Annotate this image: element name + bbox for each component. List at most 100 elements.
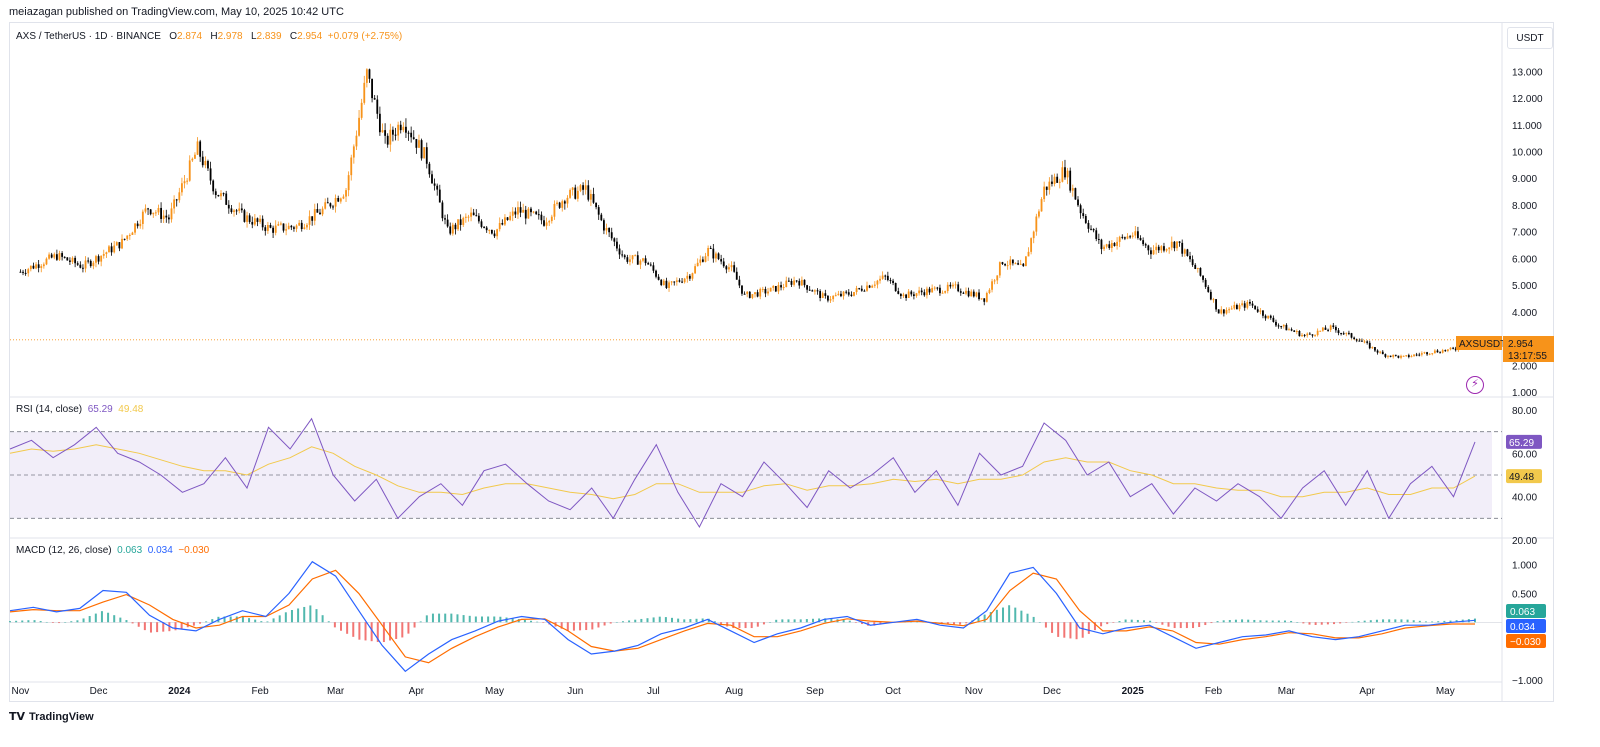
candle-body [514, 211, 517, 215]
candle-body [410, 132, 413, 138]
candle-body [313, 209, 316, 221]
candle-body [894, 282, 897, 292]
macd-histogram-bar [70, 621, 73, 623]
candle-body [944, 291, 947, 293]
macd-histogram-bar [223, 616, 226, 623]
macd-histogram-bar [235, 616, 238, 623]
candle-body [1243, 303, 1246, 308]
macd-histogram-bar [824, 618, 827, 623]
candle-body [493, 233, 496, 237]
macd-histogram-bar [180, 622, 183, 629]
candle-body [785, 280, 788, 288]
candle-body [634, 255, 637, 257]
time-tick-label: 2024 [168, 686, 191, 697]
macd-histogram-bar [1069, 622, 1072, 639]
macd-histogram-bar [1259, 620, 1262, 623]
candle-body [1217, 309, 1220, 314]
candle-body [709, 247, 712, 249]
candle-body [772, 286, 775, 288]
candle-body [214, 191, 217, 195]
candle-body [1449, 347, 1452, 350]
candle-body [858, 288, 861, 290]
macd-histogram-bar [1351, 621, 1354, 623]
macd-histogram-bar [450, 613, 453, 623]
candle-body [279, 223, 282, 225]
candle-body [957, 284, 960, 292]
macd-histogram-bar [149, 622, 152, 633]
macd-histogram-bar [1093, 622, 1096, 631]
candle-body [871, 285, 874, 288]
lightning-icon[interactable]: ⚡ [1466, 376, 1484, 394]
candle-body [334, 197, 337, 207]
candle-body [814, 290, 816, 292]
candle-body [118, 242, 121, 249]
candle-body [425, 147, 428, 164]
candle-body [1374, 347, 1376, 351]
candle-body [1431, 353, 1434, 355]
candle-body [1186, 249, 1189, 256]
macd-histogram-bar [254, 619, 257, 623]
candle-body [457, 219, 459, 230]
candle-body [1402, 355, 1405, 357]
time-tick-label: Oct [885, 686, 901, 697]
candle-body [754, 292, 756, 295]
candle-body [371, 78, 373, 99]
candle-body [991, 281, 993, 290]
macd-histogram-bar [775, 619, 778, 623]
price-tick-label: 13.000 [1512, 67, 1543, 78]
candle-body [405, 126, 407, 133]
candle-body [108, 246, 110, 253]
macd-histogram-bar [1124, 619, 1127, 623]
candle-body [610, 232, 613, 239]
candle-body [1256, 309, 1259, 312]
candle-body [1332, 325, 1335, 327]
macd-histogram-bar [542, 622, 545, 623]
candle-body [691, 273, 694, 279]
candle-body [845, 291, 848, 293]
candle-body [1387, 355, 1389, 357]
candle-body [1077, 199, 1079, 206]
candle-body [756, 292, 759, 297]
macd-histogram-bar [15, 620, 18, 623]
candle-body [1392, 354, 1395, 357]
macd-histogram-bar [1038, 622, 1041, 623]
candle-body [1277, 325, 1280, 327]
candle-body [800, 279, 803, 286]
candle-body [532, 211, 535, 213]
candle-body [1040, 199, 1043, 212]
macd-histogram-bar [260, 621, 263, 623]
currency-button[interactable]: USDT [1507, 27, 1553, 49]
candle-body [246, 215, 248, 222]
candle-body [40, 266, 43, 268]
candle-body [1433, 350, 1436, 354]
macd-histogram-bar [407, 622, 410, 634]
time-tick-label: Nov [12, 686, 30, 697]
candle-body [1069, 170, 1072, 191]
macd-histogram-bar [1210, 622, 1213, 624]
rsi-value-badge-text: 65.29 [1509, 438, 1534, 449]
candle-body [290, 225, 293, 228]
macd-histogram-bar [756, 622, 759, 627]
macd-histogram-bar [456, 614, 459, 623]
macd-histogram-bar [352, 622, 355, 637]
tradingview-logo[interactable]: 𝗧𝗩 TradingView [9, 710, 94, 723]
candle-body [1189, 255, 1191, 260]
time-tick-label: Feb [1205, 686, 1223, 697]
candle-body [35, 264, 37, 269]
candle-body [1285, 324, 1288, 331]
macd-histogram-bar [1142, 620, 1145, 623]
macd-histogram-bar [45, 621, 48, 623]
candle-body [1144, 244, 1147, 246]
candle-body [71, 257, 74, 262]
candle-body [1254, 305, 1257, 310]
macd-histogram-bar [1247, 619, 1250, 623]
macd-histogram-bar [952, 622, 955, 625]
candle-body [1056, 176, 1059, 183]
candle-body [324, 202, 327, 209]
candle-body [139, 223, 142, 227]
candle-body [1230, 308, 1233, 310]
candle-body [483, 226, 486, 228]
macd-histogram-bar [266, 621, 269, 623]
macd-histogram-bar [787, 619, 790, 623]
